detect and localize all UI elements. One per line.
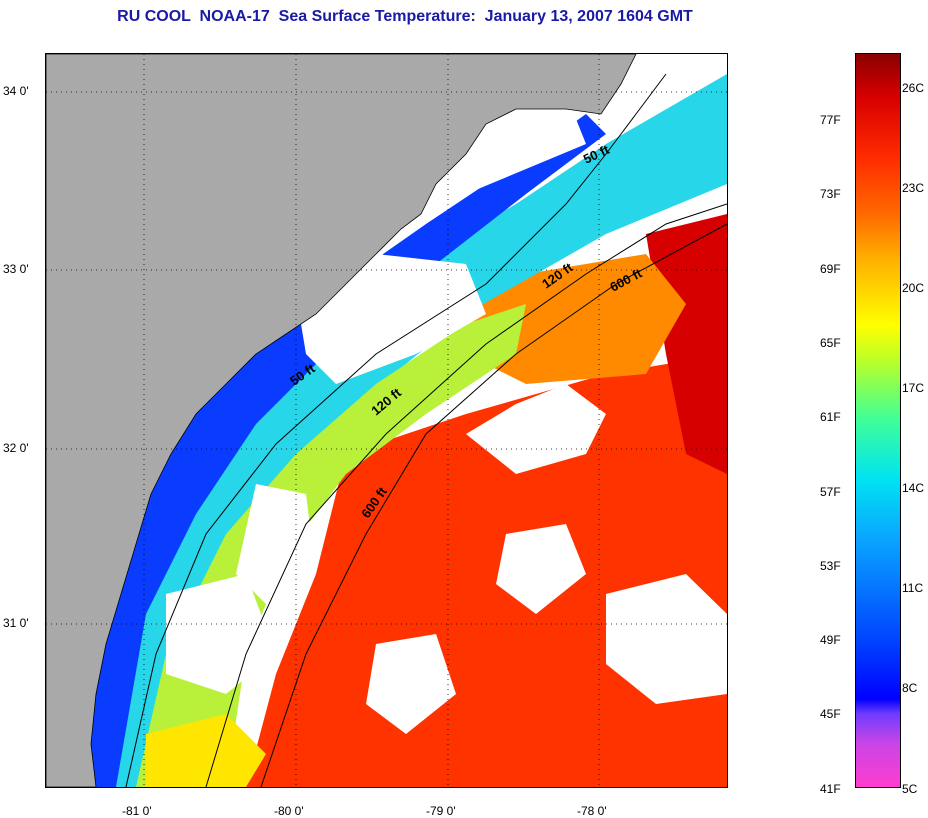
temperature-colorbar <box>855 53 901 788</box>
cloud-cover <box>236 484 316 614</box>
lat-label-34: 34 0' <box>3 84 29 98</box>
lat-label-33: 33 0' <box>3 262 29 276</box>
lon-label-81: -81 0' <box>122 804 152 818</box>
graticule <box>46 54 727 787</box>
colorbar-f-label: 77F <box>820 113 841 127</box>
lon-label-79: -79 0' <box>426 804 456 818</box>
cloud-cover <box>496 524 586 614</box>
cloud-cover <box>606 574 727 704</box>
warm-band-region <box>466 254 686 384</box>
lat-label-31: 31 0' <box>3 616 29 630</box>
colorbar-f-label: 41F <box>820 782 841 796</box>
colorbar-f-label: 45F <box>820 707 841 721</box>
isobath-120ft <box>205 203 727 787</box>
lon-label-80: -80 0' <box>274 804 304 818</box>
colorbar-c-label: 11C <box>902 581 924 595</box>
colorbar-c-label: 17C <box>902 381 925 395</box>
colorbar-c-label: 5C <box>902 782 918 796</box>
map-title: RU COOL NOAA-17 Sea Surface Temperature:… <box>117 8 693 25</box>
warm-water-region <box>246 354 727 787</box>
nearshore-cold-water <box>86 114 606 787</box>
cloud-cover <box>466 384 606 474</box>
colorbar-c-label: 8C <box>902 681 918 695</box>
colorbar-c-label: 14C <box>902 481 925 495</box>
isobath-600ft <box>260 223 727 787</box>
cloud-cover <box>366 634 456 734</box>
colorbar-c-label: 20C <box>902 281 925 295</box>
colorbar-f-label: 53F <box>820 559 841 573</box>
shelf-water-cool <box>86 74 727 787</box>
sst-map[interactable]: 50 ft 120 ft 600 ft 50 ft 120 ft 600 ft <box>45 53 728 788</box>
colorbar-f-label: 61F <box>820 410 841 424</box>
isobath-50ft <box>125 73 667 787</box>
colorbar-f-label: 69F <box>820 262 841 276</box>
lat-label-32: 32 0' <box>3 441 29 455</box>
colorbar-f-label: 73F <box>820 187 841 201</box>
lon-label-78: -78 0' <box>577 804 607 818</box>
hot-water-region <box>646 214 727 474</box>
sst-map-canvas: 50 ft 120 ft 600 ft 50 ft 120 ft 600 ft <box>46 54 727 787</box>
colorbar-c-label: 26C <box>902 81 925 95</box>
colorbar-f-label: 65F <box>820 336 841 350</box>
land-mass <box>46 54 637 787</box>
colorbar-f-label: 57F <box>820 485 841 499</box>
colorbar-f-label: 49F <box>820 633 841 647</box>
cloud-cover <box>166 574 276 694</box>
yellow-patch <box>146 714 266 787</box>
colorbar-c-label: 23C <box>902 181 925 195</box>
